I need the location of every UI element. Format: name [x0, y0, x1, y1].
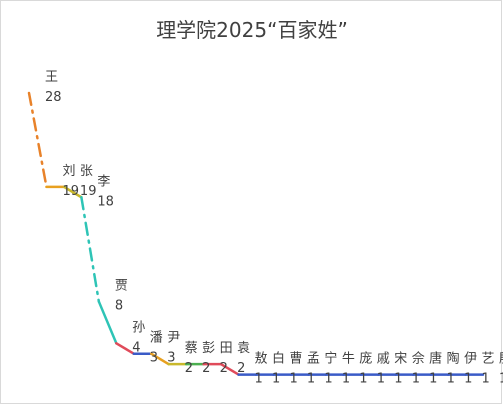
chart-title: 理学院2025“百家姓” [156, 18, 348, 42]
data-label: 1 [289, 372, 297, 387]
category-label: 庞 [359, 351, 372, 367]
data-label: 1 [499, 372, 503, 387]
series-line-group [27, 91, 485, 376]
data-label: 4 [132, 340, 140, 355]
category-label: 伊 [464, 352, 477, 367]
data-label: 2 [202, 361, 210, 376]
category-label: 佘 [412, 351, 425, 367]
data-label: 1 [377, 372, 385, 387]
data-label: 3 [150, 351, 158, 366]
data-label: 2 [185, 361, 193, 376]
data-label: 1 [255, 372, 263, 387]
category-label: 宋 [394, 352, 407, 367]
series-segment [115, 342, 136, 355]
data-label: 1 [324, 372, 332, 387]
category-label: 彭 [202, 341, 215, 356]
data-label: 1 [464, 372, 472, 387]
category-label: 陶 [447, 351, 460, 367]
series-segment [149, 352, 170, 366]
data-label: 18 [97, 194, 114, 209]
series-segment [80, 196, 101, 303]
data-label: 1 [307, 372, 315, 387]
category-label: 袁 [237, 341, 250, 356]
category-label: 殷 [499, 352, 503, 367]
category-label: 蔡 [185, 341, 198, 356]
data-label: 8 [115, 299, 123, 314]
data-label: 19 [62, 184, 79, 199]
data-label: 28 [45, 90, 62, 105]
category-label: 田 [220, 341, 233, 356]
data-label: 1 [447, 372, 455, 387]
data-label: 1 [272, 372, 280, 387]
data-label: 1 [342, 372, 350, 387]
category-label: 张 [80, 164, 93, 179]
category-label: 唐 [429, 351, 442, 367]
data-label: 19 [80, 184, 97, 199]
category-label: 白 [272, 351, 285, 367]
category-label: 孙 [132, 320, 145, 335]
category-label: 李 [97, 174, 110, 189]
series-segment [62, 185, 83, 199]
series-segment [219, 362, 240, 376]
category-label: 敖 [255, 351, 268, 367]
category-label: 艺 [482, 352, 495, 367]
data-label: 2 [237, 361, 245, 376]
category-label: 孟 [307, 352, 320, 367]
series-segment [27, 91, 48, 189]
data-label: 1 [359, 372, 367, 387]
data-label-group: 王28刘19张19李18贾8孙4潘3尹3蔡2彭2田2袁2敖1白1曹1孟1宁1牛1… [45, 70, 503, 387]
data-label: 3 [167, 351, 175, 366]
chart-container: 理学院2025“百家姓” 王 28 刘 19 张 19 李 18 贾 8 孙 4 潘 3 尹 3 蔡 2 彭 2 田 2 袁… [0, 0, 503, 404]
category-label: 宁 [324, 351, 337, 367]
category-label: 贾 [115, 279, 128, 294]
chart-svg: 理学院2025“百家姓” 王28刘19张19李18贾8孙4潘3尹3蔡2彭2田2袁… [27, 18, 503, 387]
category-label: 王 [45, 70, 58, 85]
category-label: 曹 [289, 352, 302, 367]
category-label: 潘 [150, 331, 163, 346]
category-label: 刘 [62, 164, 75, 179]
data-label: 1 [394, 372, 402, 387]
category-label: 戚 [377, 352, 390, 367]
data-label: 1 [482, 372, 490, 387]
series-segment [97, 300, 118, 345]
category-label: 牛 [342, 352, 355, 367]
data-label: 1 [412, 372, 420, 387]
data-label: 2 [220, 361, 228, 376]
data-label: 1 [429, 372, 437, 387]
category-label: 尹 [167, 331, 180, 346]
